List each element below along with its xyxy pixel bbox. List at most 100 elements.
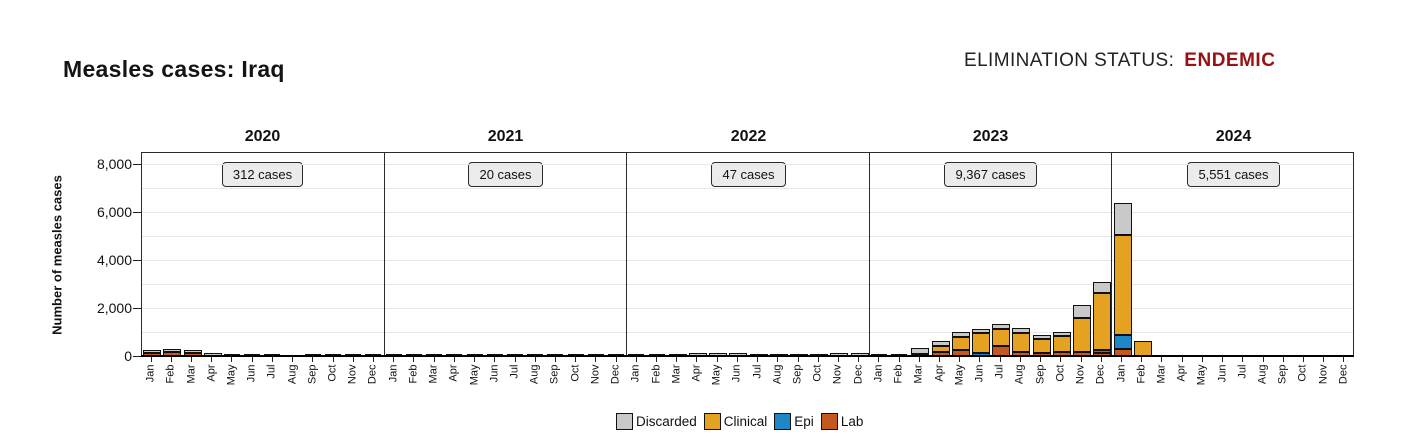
month-label-2020-Feb: Feb — [164, 364, 177, 384]
bar-segment-clinical — [951, 337, 970, 350]
y-tick-label-4000: 4,000 — [96, 252, 132, 268]
month-label-2024-Jun: Jun — [1216, 364, 1229, 383]
x-tick-2021-Mar — [433, 357, 435, 362]
panel-divider-2021 — [383, 152, 385, 356]
x-tick-2024-Jul — [1242, 357, 1244, 362]
x-tick-2021-Feb — [413, 357, 415, 362]
bar-segment-discarded — [1052, 332, 1071, 337]
x-tick-2023-Aug — [1019, 357, 1021, 362]
legend-label-discarded: Discarded — [636, 414, 697, 429]
x-tick-2020-Jan — [150, 357, 152, 362]
y-tick-label-8000: 8,000 — [96, 156, 132, 172]
panel-divider-2024 — [1111, 152, 1113, 356]
year-header-2023: 2023 — [972, 128, 1009, 145]
x-tick-2022-Nov — [837, 357, 839, 362]
gridline-2000 — [141, 308, 1354, 309]
month-label-2024-Aug: Aug — [1256, 364, 1269, 385]
x-tick-2020-Aug — [292, 357, 294, 362]
bar-segment-clinical — [1012, 333, 1031, 352]
bar-2023-Dec — [1093, 281, 1112, 356]
x-tick-2024-Nov — [1323, 357, 1325, 362]
month-label-2023-Oct: Oct — [1054, 364, 1067, 382]
month-label-2021-May: May — [468, 364, 481, 386]
y-tick-2000 — [133, 308, 141, 309]
x-tick-2024-May — [1201, 357, 1203, 362]
bar-segment-discarded — [931, 341, 950, 346]
month-label-2022-Nov: Nov — [831, 364, 844, 385]
x-tick-2020-Oct — [332, 357, 334, 362]
x-tick-2023-Sep — [1040, 357, 1042, 362]
page-title: Measles cases: Iraq — [63, 56, 285, 82]
bar-segment-discarded — [951, 332, 970, 338]
epi-swatch-icon — [774, 413, 792, 430]
bar-2023-Aug — [1012, 327, 1031, 356]
month-label-2024-Nov: Nov — [1317, 364, 1330, 385]
gridline-6000 — [141, 212, 1354, 213]
y-tick-label-2000: 2,000 — [96, 300, 132, 316]
x-tick-2022-Sep — [797, 357, 799, 362]
month-label-2021-Nov: Nov — [589, 364, 602, 385]
month-label-2023-Feb: Feb — [892, 364, 905, 384]
month-label-2020-Apr: Apr — [205, 364, 218, 382]
discarded-swatch-icon — [616, 413, 633, 430]
legend-item-discarded: Discarded — [616, 413, 697, 430]
bar-segment-discarded — [1073, 305, 1092, 318]
x-tick-2023-Oct — [1060, 357, 1062, 362]
bar-2023-Jun — [971, 328, 990, 356]
y-axis-title: Number of measles cases — [49, 175, 65, 335]
clinical-swatch-icon — [703, 413, 721, 430]
x-tick-2023-Nov — [1080, 357, 1082, 362]
month-label-2021-Jun: Jun — [488, 364, 501, 383]
bar-segment-discarded — [1093, 281, 1112, 293]
bar-segment-discarded — [183, 350, 202, 354]
bar-2023-Oct — [1052, 332, 1071, 356]
month-label-2024-Apr: Apr — [1175, 364, 1188, 382]
month-label-2021-Feb: Feb — [407, 364, 420, 384]
month-label-2024-Feb: Feb — [1135, 364, 1148, 384]
x-tick-2024-Dec — [1343, 357, 1345, 362]
x-tick-2024-Apr — [1181, 357, 1183, 362]
month-label-2021-Jan: Jan — [387, 364, 400, 383]
x-tick-2021-Aug — [534, 357, 536, 362]
month-label-2020-Jun: Jun — [245, 364, 258, 383]
x-tick-2023-Dec — [1100, 357, 1102, 362]
month-label-2021-Mar: Mar — [427, 364, 440, 384]
month-label-2022-Aug: Aug — [771, 364, 784, 385]
lab-swatch-icon — [820, 413, 838, 430]
chart-legend: Discarded Clinical Epi Lab — [616, 413, 863, 430]
x-tick-2024-Oct — [1302, 357, 1304, 362]
legend-label-epi: Epi — [794, 414, 814, 429]
panel-divider-2023 — [868, 152, 870, 356]
x-tick-2020-Nov — [352, 357, 354, 362]
case-count-2022: 47 cases — [711, 162, 786, 187]
x-tick-2022-Aug — [777, 357, 779, 362]
bar-segment-discarded — [971, 328, 990, 334]
x-tick-2024-Jan — [1121, 357, 1122, 362]
bar-segment-clinical — [931, 345, 950, 353]
bar-segment-discarded — [1012, 327, 1031, 334]
x-tick-2022-Jan — [635, 357, 637, 362]
gridline-7000 — [141, 188, 1354, 189]
month-label-2021-Aug: Aug — [528, 364, 541, 385]
case-count-2024: 5,551 cases — [1187, 162, 1280, 187]
month-label-2021-Dec: Dec — [609, 364, 622, 385]
x-tick-2022-Dec — [858, 357, 860, 362]
bar-segment-epi — [1093, 350, 1112, 353]
year-header-2024: 2024 — [1215, 128, 1252, 145]
bar-segment-clinical — [1073, 317, 1092, 352]
x-tick-2021-Sep — [554, 357, 556, 362]
elimination-status-label: ELIMINATION STATUS: — [964, 50, 1175, 71]
bar-segment-clinical — [1133, 340, 1152, 356]
x-tick-2021-Apr — [453, 357, 455, 362]
x-tick-2024-Mar — [1161, 357, 1163, 362]
x-tick-2022-Jul — [757, 357, 759, 362]
month-label-2023-Apr: Apr — [933, 364, 946, 382]
month-label-2021-Oct: Oct — [569, 364, 582, 382]
x-tick-2022-Feb — [656, 357, 658, 362]
x-tick-2020-Feb — [170, 357, 172, 362]
month-label-2022-May: May — [710, 364, 723, 386]
x-tick-2022-Mar — [676, 357, 678, 362]
month-label-2024-May: May — [1195, 364, 1208, 386]
y-tick-4000 — [133, 260, 141, 261]
